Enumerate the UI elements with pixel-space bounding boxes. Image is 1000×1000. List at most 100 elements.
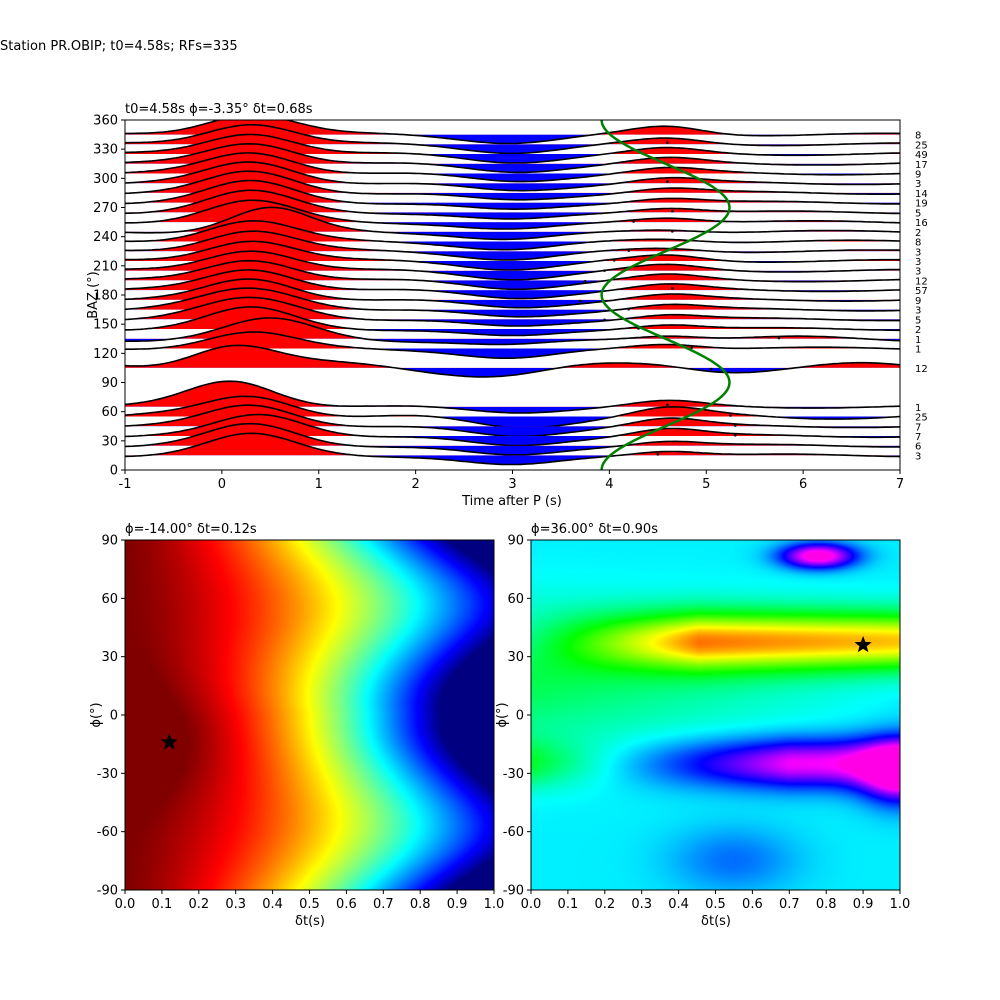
trace-positive-fill	[125, 297, 900, 320]
bin-count-label: 49	[915, 150, 928, 161]
top-ytick-label: 210	[93, 259, 118, 274]
trace-line	[125, 240, 900, 271]
bin-count-label: 5	[915, 208, 921, 219]
right-ytick-label: 90	[507, 534, 524, 549]
top-ytick-label: 180	[93, 289, 118, 304]
trace-line	[125, 120, 900, 145]
trace-pick-dot	[734, 433, 737, 437]
trace-positive-fill	[125, 207, 900, 232]
trace-negative-fill	[125, 222, 900, 229]
trace-negative-fill	[395, 367, 795, 377]
bin-count-label: 6	[915, 442, 921, 453]
left-ytick-label: 90	[101, 534, 118, 549]
trace-negative-fill	[125, 299, 900, 308]
trace-negative-fill	[411, 144, 840, 154]
top-panel-axes: -1 0 1 2 3 4 5 6 7030609012015018021024027030033…	[93, 114, 904, 493]
right-ytick-label: -60	[503, 825, 524, 840]
top-panel-xlabel: Time after P (s)	[461, 494, 562, 509]
top-ytick-label: 150	[93, 318, 118, 333]
trace-negative-fill	[125, 183, 900, 191]
trace-pick-dot	[671, 209, 674, 213]
right-best-fit-star	[854, 636, 872, 653]
trace-line	[125, 259, 900, 291]
trace-pick-dot	[671, 286, 674, 290]
trace-negative-fill	[125, 212, 900, 219]
bin-count-label: 3	[915, 247, 921, 258]
trace-negative-fill	[125, 309, 900, 317]
trace-positive-fill	[125, 162, 792, 184]
right-panel-xlabel: δt(s)	[701, 914, 731, 929]
left-xtick-label: 0.2	[188, 897, 209, 912]
trace-pick-dot	[579, 299, 582, 303]
trace-negative-fill	[125, 260, 900, 270]
trace-line	[125, 189, 900, 220]
bin-count-label: 9	[915, 169, 921, 180]
trace-pick-dot	[690, 346, 694, 349]
top-xtick-label: 5	[702, 477, 710, 492]
trace-line	[125, 206, 900, 241]
bin-count-label: 25	[915, 140, 928, 151]
right-xtick-label: 0.5	[705, 897, 726, 912]
bin-count-label: 3	[915, 267, 921, 278]
trace-line	[125, 220, 900, 251]
trace-negative-fill	[125, 455, 900, 465]
top-xtick-label: 2	[411, 477, 419, 492]
trace-line	[125, 199, 900, 230]
left-panel-xlabel: δt(s)	[295, 914, 325, 929]
left-xtick-label: 0.7	[373, 897, 394, 912]
trace-negative-fill	[125, 338, 900, 345]
trace-negative-fill	[125, 173, 900, 182]
trace-negative-fill	[419, 280, 869, 290]
trace-positive-fill	[125, 124, 900, 145]
bin-count-label: 8	[915, 238, 921, 249]
bin-count-label: 3	[915, 306, 921, 317]
right-panel-ylabel: ϕ(°)	[495, 702, 510, 727]
trace-pick-dot	[583, 279, 587, 283]
right-panel-title: ϕ=36.00° δt=0.90s	[531, 522, 658, 537]
right-ytick-label: -30	[503, 767, 524, 782]
right-xtick-label: 1.0	[890, 897, 911, 912]
trace-pick-dot	[656, 453, 660, 456]
trace-line	[125, 317, 900, 346]
trace-positive-fill	[125, 231, 900, 252]
trace-pick-dot	[627, 249, 631, 252]
bin-count-label: 7	[915, 432, 921, 443]
left-xtick-label: 0.0	[115, 897, 136, 912]
trace-line	[125, 179, 900, 210]
trace-line	[125, 380, 900, 414]
top-xtick-label: -1	[119, 477, 132, 492]
right-xtick-label: 0.8	[816, 897, 837, 912]
trace-line	[125, 344, 900, 378]
trace-line	[125, 432, 900, 466]
left-xtick-label: 0.1	[152, 897, 173, 912]
trace-positive-fill	[125, 241, 900, 261]
top-panel-title: t0=4.58s ϕ=-3.35° δt=0.68s	[125, 102, 313, 117]
trace-line	[125, 250, 900, 281]
left-xtick-label: 0.6	[336, 897, 357, 912]
top-xtick-label: 7	[896, 477, 904, 492]
top-ytick-label: 90	[101, 376, 118, 391]
left-panel-axes: 0.0 0.1 0.2 0.3 0.4 0.5 0.6 0.7 0.8 0.9 1.0 -90 -60 -…	[97, 534, 505, 913]
bin-count-label: 57	[915, 286, 928, 297]
trace-pick-dot	[729, 414, 732, 417]
right-ytick-label: 60	[507, 592, 524, 607]
left-xtick-label: 1.0	[484, 897, 505, 912]
top-ytick-label: 330	[93, 143, 118, 158]
bin-count-label: 16	[915, 218, 928, 229]
trace-pick-dot	[603, 318, 606, 322]
bin-count-label: 7	[915, 422, 921, 433]
right-xtick-label: 0.4	[668, 897, 689, 912]
bin-count-label: 8	[915, 131, 921, 142]
trace-line	[125, 269, 900, 300]
bin-count-label: 25	[915, 413, 928, 424]
bin-count-label: 1	[915, 403, 921, 414]
trace-pick-dot	[603, 269, 606, 272]
right-ytick-label: -90	[503, 884, 524, 899]
right-xtick-label: 0.0	[521, 897, 542, 912]
left-xtick-label: 0.9	[447, 897, 468, 912]
trace-negative-fill	[429, 406, 881, 413]
trace-line	[125, 230, 900, 261]
right-xtick-label: 0.3	[631, 897, 652, 912]
bin-count-label: 1	[915, 344, 921, 355]
trace-line	[125, 331, 900, 359]
